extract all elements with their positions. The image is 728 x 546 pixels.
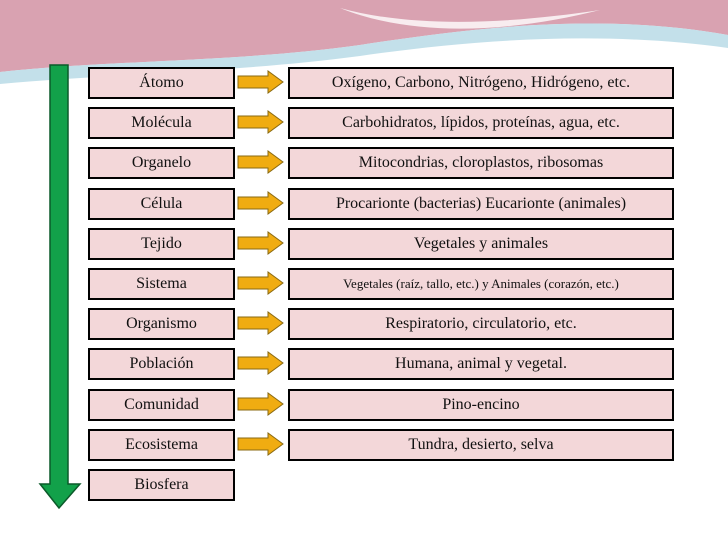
level-label: Organelo	[88, 147, 235, 180]
down-arrow-icon	[38, 64, 82, 510]
level-row: Célula Procarionte (bacterias) Eucarionte…	[0, 187, 728, 220]
right-arrow-icon	[237, 311, 284, 336]
level-example: Respiratorio, circulatorio, etc.	[288, 308, 674, 341]
level-label: Biosfera	[88, 469, 235, 501]
level-label: Población	[88, 348, 235, 381]
level-label: Comunidad	[88, 388, 235, 421]
level-label: Molécula	[88, 107, 235, 140]
right-arrow-icon	[237, 351, 284, 376]
right-arrow-icon	[237, 271, 284, 295]
right-arrow-icon	[237, 70, 284, 94]
level-label: Organismo	[88, 308, 235, 341]
level-example: Oxígeno, Carbono, Nitrógeno, Hidrógeno, …	[288, 67, 674, 99]
right-arrow-icon	[237, 391, 284, 416]
right-arrow-icon	[237, 230, 284, 255]
level-label: Átomo	[88, 67, 235, 99]
level-row: Tejido Vegetales y animales	[0, 227, 728, 260]
level-row: Organismo Respiratorio, circulatorio, etc…	[0, 308, 728, 341]
level-example: Humana, animal y vegetal.	[288, 348, 674, 381]
right-arrow-icon	[237, 110, 284, 135]
level-example: Mitocondrias, cloroplastos, ribosomas	[288, 147, 674, 180]
level-label: Tejido	[88, 227, 235, 260]
level-row: Átomo Oxígeno, Carbono, Nitrógeno, Hidróg…	[0, 67, 728, 99]
level-example: Procarionte (bacterias) Eucarionte (anim…	[288, 187, 674, 220]
right-arrow-icon	[237, 431, 284, 456]
level-example: Carbohidratos, lípidos, proteínas, agua,…	[288, 107, 674, 140]
banner-white-streak	[340, 8, 600, 29]
level-example: Pino-encino	[288, 388, 674, 421]
level-label: Ecosistema	[88, 428, 235, 461]
right-arrow-icon	[237, 190, 284, 215]
right-arrow-icon	[237, 150, 284, 175]
level-label: Célula	[88, 187, 235, 220]
level-row: Organelo Mitocondrias, cloroplastos, ribo…	[0, 147, 728, 180]
level-example: Vegetales y animales	[288, 227, 674, 260]
level-label: Sistema	[88, 268, 235, 300]
level-row: Biosfera	[0, 469, 728, 501]
level-example: Vegetales (raíz, tallo, etc.) y Animales…	[288, 268, 674, 300]
level-row: Sistema Vegetales (raíz, tallo, etc.) y A…	[0, 268, 728, 300]
level-row: Comunidad Pino-encino	[0, 388, 728, 421]
level-row: Molécula Carbohidratos, lípidos, proteína…	[0, 107, 728, 140]
level-example: Tundra, desierto, selva	[288, 428, 674, 461]
level-row: Población Humana, animal y vegetal.	[0, 348, 728, 381]
level-row: Ecosistema Tundra, desierto, selva	[0, 428, 728, 461]
